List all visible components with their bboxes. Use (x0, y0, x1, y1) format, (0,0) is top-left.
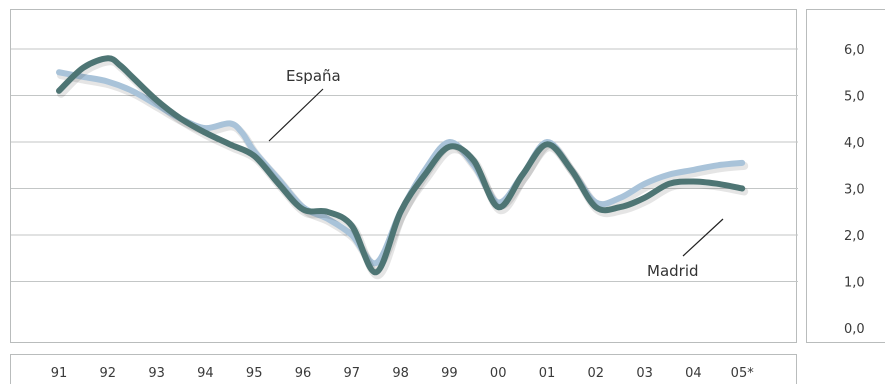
x-axis: 91 92 93 94 95 96 97 98 99 00 01 02 03 04 05* (51, 366, 755, 381)
x-tick-label: 96 (295, 366, 312, 381)
y-tick-label: 4,0 (844, 136, 865, 151)
x-tick-label: 97 (344, 366, 361, 381)
annotation-label-madrid: Madrid (647, 262, 699, 280)
x-tick-label: 92 (100, 366, 117, 381)
x-tick-label: 93 (148, 366, 165, 381)
y-axis-panel: 0,0 1,0 2,0 3,0 4,0 5,0 6,0 7,0 (806, 9, 885, 343)
y-tick-label: 3,0 (844, 183, 865, 198)
x-axis-panel: 91 92 93 94 95 96 97 98 99 00 01 02 03 04 05* (10, 354, 797, 384)
x-tick-label: 98 (392, 366, 409, 381)
x-tick-label: 95 (246, 366, 263, 381)
x-tick-label: 00 (490, 366, 507, 381)
y-tick-label: 7,0 (844, 10, 865, 12)
x-tick-label: 91 (51, 366, 68, 381)
y-axis: 0,0 1,0 2,0 3,0 4,0 5,0 6,0 7,0 (844, 10, 865, 337)
y-tick-label: 0,0 (844, 322, 865, 337)
plot-area: España Madrid (10, 9, 798, 343)
x-tick-label: 03 (636, 366, 653, 381)
annotation-leader-espana (268, 88, 324, 142)
x-tick-label: 99 (441, 366, 458, 381)
y-tick-label: 5,0 (844, 90, 865, 105)
x-tick-label: 94 (197, 366, 214, 381)
annotation-label-espana: España (286, 67, 341, 85)
x-tick-label: 05* (731, 366, 755, 381)
y-tick-label: 1,0 (844, 276, 865, 291)
y-tick-label: 2,0 (844, 229, 865, 244)
x-tick-label: 02 (588, 366, 605, 381)
y-tick-label: 6,0 (844, 43, 865, 58)
x-tick-label: 04 (685, 366, 702, 381)
line-chart: España Madrid (11, 48, 798, 282)
series-line-madrid (56, 55, 746, 276)
x-tick-label: 01 (539, 366, 556, 381)
annotation-leader-madrid (682, 218, 724, 257)
series-line-madrid-shadow (57, 57, 749, 280)
